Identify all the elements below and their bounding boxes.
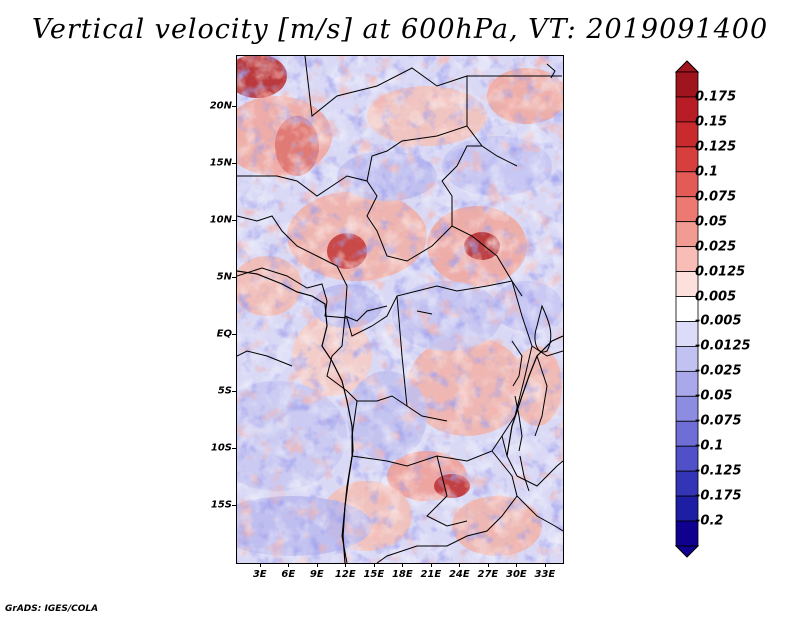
plot-title: Vertical velocity [m/s] at 600hPa, VT: 2… [31,14,769,45]
colorbar-bottom-arrow [674,545,700,558]
lat-tick [232,334,236,336]
colorbar-label: 0.0125 [695,264,746,280]
lon-tick [430,563,432,567]
colorbar-label: -0.075 [695,413,742,429]
colorbar-label: -0.0125 [695,338,751,354]
lat-label: 5S [217,385,232,397]
lon-tick [288,563,290,567]
lat-tick [232,391,236,393]
lat-label: 15S [210,499,232,511]
lat-label: 20N [209,100,232,112]
lat-tick [232,505,236,507]
lon-label: 15E [363,569,385,580]
lon-tick [544,563,546,567]
colorbar-top-arrow [674,60,700,73]
lon-tick [345,563,347,567]
velocity-field [237,56,563,563]
lat-label: 10S [210,442,232,454]
colorbar-label: -0.175 [695,488,742,504]
lon-tick [373,563,375,567]
velocity-map [236,55,564,564]
lat-label: 10N [209,214,232,226]
grads-credit: GrADS: IGES/COLA [5,604,99,614]
lon-label: 27E [477,569,499,580]
lat-tick [232,277,236,279]
colorbar-label: 0.075 [695,189,737,205]
colorbar-label: 0.175 [695,89,737,105]
colorbar-label: 0.15 [695,114,728,130]
lon-label: 6E [281,569,296,580]
lon-label: 3E [252,569,267,580]
colorbar-label: 0.05 [695,214,728,230]
colorbar-label: -0.005 [695,313,742,329]
lat-tick [232,448,236,450]
colorbar-label: 0.005 [695,289,737,305]
lon-label: 21E [420,569,442,580]
lat-label: EQ [216,328,232,340]
lon-label: 18E [391,569,413,580]
lon-tick [516,563,518,567]
lon-tick [459,563,461,567]
lat-label: 5N [216,271,232,283]
colorbar-label: -0.2 [695,513,724,529]
lon-label: 12E [334,569,356,580]
colorbar-label: 0.125 [695,139,737,155]
coastline [237,270,563,563]
colorbar-label: -0.1 [695,438,724,454]
lon-label: 9E [309,569,324,580]
colorbar-label: 0.025 [695,239,737,255]
lon-label: 30E [506,569,527,580]
lon-label: 33E [534,569,556,580]
lat-tick [232,163,236,165]
colorbar-label: -0.125 [695,463,742,479]
colorbar [674,60,700,558]
lat-tick [232,220,236,222]
lat-label: 15N [209,157,232,169]
lon-label: 24E [448,569,470,580]
lakes [416,63,556,492]
colorbar-label: 0.1 [695,164,719,180]
lon-tick [402,563,404,567]
colorbar-label: -0.025 [695,363,742,379]
lat-tick [232,106,236,108]
lon-tick [316,563,318,567]
lon-tick [259,563,261,567]
lon-tick [487,563,489,567]
country-borders [237,56,563,563]
colorbar-label: -0.05 [695,388,733,404]
